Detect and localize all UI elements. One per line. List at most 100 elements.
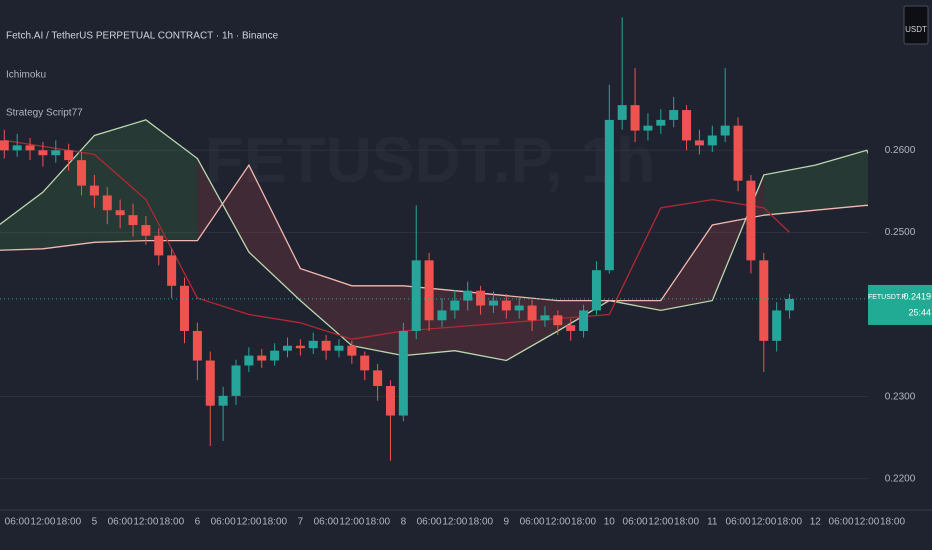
x-tick-label: 06:00	[417, 517, 442, 528]
cloud-segment	[0, 192, 43, 251]
candle-body	[154, 235, 164, 256]
candle-body	[720, 125, 730, 136]
x-tick-label: 8	[401, 517, 407, 528]
candle-body	[295, 345, 305, 349]
x-tick-label: 12	[810, 517, 822, 528]
candle-body	[115, 210, 125, 216]
candle-body	[643, 125, 653, 131]
x-tick-label: 5	[92, 517, 98, 528]
candle-body	[128, 215, 138, 226]
x-tick-label: 12:00	[339, 517, 364, 528]
cloud-segment	[351, 285, 404, 356]
x-tick-label: 12:00	[751, 517, 776, 528]
candle-body	[785, 298, 795, 311]
x-tick-label: 06:00	[726, 517, 751, 528]
candle-body	[707, 135, 717, 146]
candle-body	[51, 150, 61, 156]
candle-body	[463, 290, 473, 301]
x-tick-label: 06:00	[623, 517, 648, 528]
candle-body	[630, 105, 640, 131]
candle-body	[694, 140, 704, 146]
candle-body	[553, 315, 563, 326]
x-tick-label: 12:00	[30, 517, 55, 528]
x-tick-label: 06:00	[314, 517, 339, 528]
candle-body	[0, 140, 9, 151]
candle-body	[476, 290, 486, 306]
candle-body	[591, 270, 601, 311]
candle-body	[257, 355, 267, 361]
candle-body	[527, 305, 537, 321]
last-price-box	[868, 284, 932, 325]
countdown-label: 25:44	[908, 307, 931, 317]
plot-area	[0, 17, 919, 480]
price-axis-panel	[868, 0, 932, 510]
price-axis: USDT 0.2200 0.2300 0.2500 0.2600 FETUSDT.P0.…	[868, 0, 932, 510]
x-tick-label: 06:00	[829, 517, 854, 528]
candle-body	[192, 330, 202, 361]
candle-body	[617, 105, 627, 120]
indicator-label[interactable]: Ichimoku	[6, 70, 46, 81]
currency-button[interactable]	[903, 5, 929, 45]
x-tick-label: 06:00	[211, 517, 236, 528]
indicator-label[interactable]: Strategy Script77	[6, 108, 83, 119]
candle-body	[604, 119, 614, 271]
candle-body	[77, 160, 87, 186]
candle-body	[746, 180, 756, 261]
x-tick-label: 18:00	[56, 517, 81, 528]
candle-body	[64, 150, 74, 161]
candle-body	[25, 145, 35, 151]
candle-body	[347, 345, 357, 356]
candle-body	[398, 330, 408, 416]
candle-body	[501, 300, 511, 311]
candle-body	[244, 355, 254, 366]
x-tick-label: 7	[298, 517, 304, 528]
candle-body	[141, 225, 151, 236]
candle-body	[12, 145, 22, 151]
y-tick-label: 0.2300	[885, 391, 916, 402]
candle-body	[669, 110, 679, 120]
currency-label: USDT	[905, 25, 927, 34]
x-tick-label: 18:00	[777, 517, 802, 528]
candle-body	[759, 260, 769, 341]
symbol-label: FETUSDT.P	[868, 294, 906, 301]
candle-body	[205, 360, 215, 406]
candle-body	[772, 310, 782, 341]
x-tick-label: 12:00	[236, 517, 261, 528]
x-tick-label: 12:00	[648, 517, 673, 528]
x-tick-label: 06:00	[5, 517, 30, 528]
x-tick-label: 18:00	[468, 517, 493, 528]
x-tick-label: 06:00	[108, 517, 133, 528]
x-tick-label: 11	[707, 517, 718, 528]
candle-body	[321, 340, 331, 351]
candle-body	[579, 310, 589, 331]
x-tick-label: 6	[195, 517, 201, 528]
cloud-segment	[763, 165, 816, 216]
y-tick-label: 0.2500	[885, 227, 916, 238]
cloud-segment	[145, 119, 198, 241]
y-tick-label: 0.2600	[885, 145, 916, 156]
legend: Fetch.AI / TetherUS PERPETUAL CONTRACT ·…	[6, 31, 279, 119]
x-tick-label: 18:00	[571, 517, 596, 528]
candle-body	[89, 185, 99, 196]
x-tick-label: 10	[604, 517, 616, 528]
candle-body	[437, 310, 447, 321]
x-tick-label: 18:00	[262, 517, 287, 528]
y-tick-label: 0.2200	[885, 473, 916, 484]
candle-body	[450, 300, 460, 311]
candle-body	[270, 350, 280, 361]
x-tick-label: 18:00	[674, 517, 699, 528]
candle-body	[385, 385, 395, 416]
candle-body	[180, 285, 190, 331]
candle-body	[167, 255, 177, 286]
candle-body	[566, 325, 576, 331]
indicator-line	[0, 119, 919, 362]
x-tick-label: 06:00	[520, 517, 545, 528]
cloud-segment	[815, 150, 867, 211]
candle-body	[282, 345, 293, 351]
last-price-label: 0.2419	[903, 291, 931, 301]
candle-body	[102, 195, 112, 211]
candle-body	[38, 150, 48, 156]
